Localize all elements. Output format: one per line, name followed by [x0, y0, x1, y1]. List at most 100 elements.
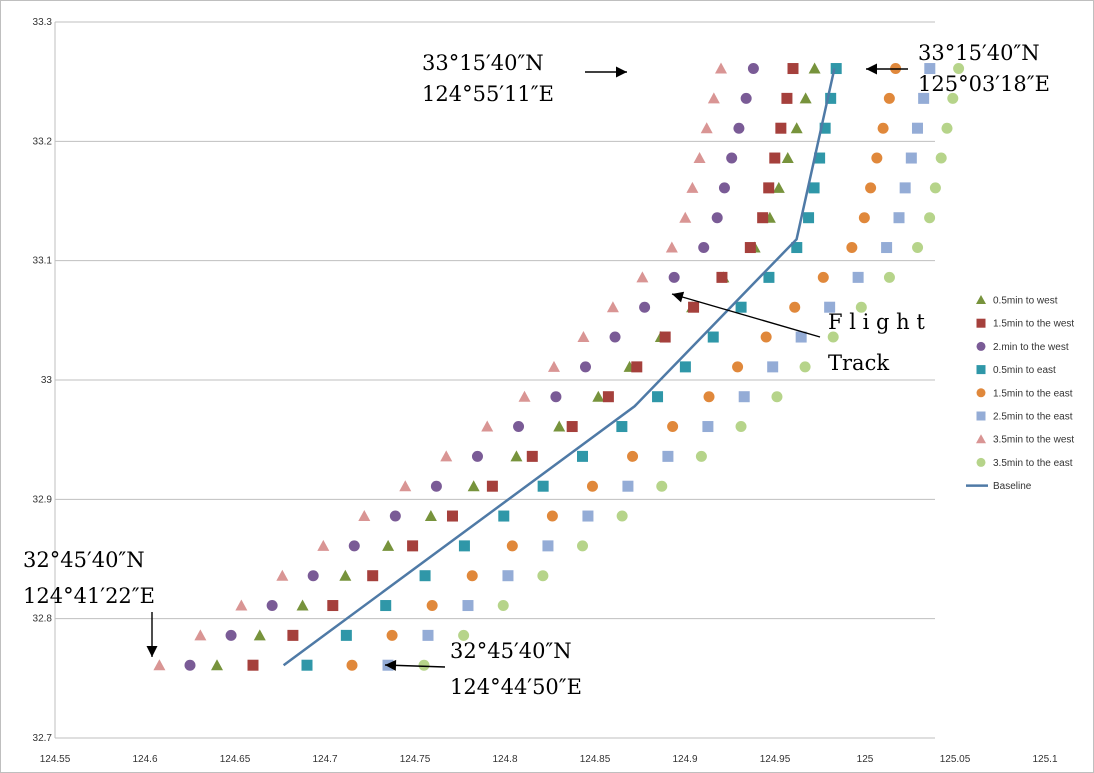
data-point [733, 122, 745, 134]
data-point [656, 480, 668, 492]
data-point [698, 242, 710, 254]
data-point [726, 152, 738, 164]
data-point [419, 570, 431, 582]
data-point [763, 271, 775, 283]
data-point [446, 510, 458, 522]
data-point [380, 600, 392, 612]
data-point [526, 450, 538, 462]
data-point [808, 182, 820, 194]
y-tick-label: 32.7 [33, 733, 53, 744]
legend-label: 3.5min to the east [993, 458, 1073, 469]
data-point [287, 629, 299, 641]
arrowhead [146, 646, 158, 657]
data-point [769, 152, 781, 164]
data-point [924, 212, 936, 224]
data-point [825, 92, 837, 104]
data-point [616, 510, 628, 522]
data-point [667, 421, 679, 433]
data-point [542, 540, 554, 552]
data-point [510, 450, 523, 462]
data-point [935, 152, 947, 164]
data-point [855, 301, 867, 313]
data-point [235, 599, 248, 611]
legend-label: 0.5min to west [993, 296, 1058, 307]
data-point [688, 301, 700, 313]
data-point [740, 92, 752, 104]
data-point [582, 510, 594, 522]
arrowhead [385, 659, 397, 671]
data-point [877, 122, 889, 134]
annotation-text: 33°15′40″N [422, 51, 544, 75]
data-point [716, 271, 728, 283]
data-point [301, 659, 313, 671]
annotation-text: F l i g h t [828, 310, 925, 334]
annotation-text: 124°55′11″E [422, 82, 554, 106]
data-point [707, 92, 720, 104]
data-point [211, 659, 223, 671]
data-point [631, 361, 643, 373]
data-point [883, 271, 895, 283]
data-point [458, 629, 470, 641]
data-point [466, 570, 478, 582]
data-point [317, 539, 330, 551]
data-point [566, 421, 578, 433]
data-point [184, 659, 196, 671]
data-point [153, 659, 166, 671]
data-point [346, 659, 358, 671]
data-point [791, 242, 803, 254]
y-tick-label: 32.9 [33, 494, 53, 505]
data-point [893, 212, 905, 224]
x-axis-ticks: 124.55 124.6 124.65 124.7 124.75 124.8 124.85 1… [40, 754, 1058, 765]
data-point [247, 659, 259, 671]
data-point [616, 421, 628, 433]
baseline-track [282, 68, 836, 667]
annotation-text: 32°45′40″N [23, 548, 145, 572]
data-point [537, 480, 549, 492]
data-point [905, 152, 917, 164]
data-point [747, 63, 759, 75]
data-point [744, 242, 756, 254]
data-point [225, 629, 237, 641]
data-point [440, 450, 453, 462]
annotation-text: Track [828, 351, 889, 375]
y-axis-ticks: 32.7 32.8 32.9 33 33.1 33.2 33.3 [33, 17, 53, 744]
data-point [418, 659, 430, 671]
data-point [592, 390, 605, 402]
data-point [799, 92, 812, 104]
data-point [881, 242, 893, 254]
y-tick-label: 33.2 [33, 136, 53, 147]
annotation-arrow [671, 293, 821, 338]
x-tick-label: 125.05 [940, 754, 971, 765]
data-point [795, 331, 807, 343]
data-point [767, 361, 779, 373]
data-point [679, 361, 691, 373]
data-point [407, 540, 419, 552]
data-point [327, 600, 339, 612]
data-point [348, 540, 360, 552]
data-point [693, 152, 706, 164]
data-point [830, 63, 842, 75]
legend-marker [976, 411, 986, 421]
data-point [622, 480, 634, 492]
data-point [367, 570, 379, 582]
legend-label: 1.5min to the east [993, 388, 1073, 399]
data-point [703, 391, 715, 403]
legend-label: 2.min to the west [993, 342, 1069, 353]
data-point [659, 331, 671, 343]
data-point [941, 122, 953, 134]
data-point [707, 331, 719, 343]
data-point [817, 271, 829, 283]
data-point [358, 510, 371, 522]
data-point [924, 63, 936, 75]
data-point [307, 570, 319, 582]
data-point [481, 420, 494, 432]
data-point [732, 361, 744, 373]
data-point [537, 570, 549, 582]
x-tick-label: 124.65 [220, 754, 251, 765]
data-point [883, 92, 895, 104]
data-point [763, 182, 775, 194]
x-tick-label: 124.9 [672, 754, 697, 765]
data-point [819, 122, 831, 134]
annotation-text: 33°15′40″N [918, 41, 1040, 65]
data-point [506, 540, 518, 552]
